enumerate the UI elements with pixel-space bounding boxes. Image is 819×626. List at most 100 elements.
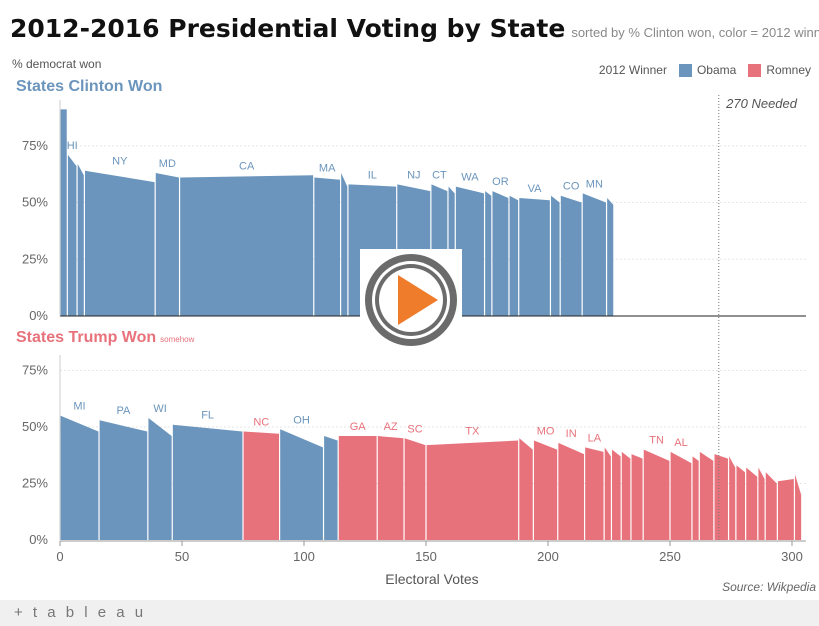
- state-label: MD: [159, 158, 176, 170]
- state-label: MO: [537, 426, 555, 438]
- tableau-logo[interactable]: + t a b l e a u: [14, 604, 147, 621]
- state-label: CT: [432, 169, 447, 181]
- state-area-mo[interactable]: [533, 440, 558, 540]
- state-area[interactable]: [758, 467, 765, 540]
- state-area-oh[interactable]: [280, 429, 323, 540]
- state-area[interactable]: [699, 451, 714, 540]
- y-tick-label: 75%: [22, 363, 48, 378]
- chart-subtitle: sorted by % Clinton won, color = 2012 wi…: [571, 25, 819, 40]
- state-area-fl[interactable]: [172, 424, 243, 540]
- state-area-la[interactable]: [585, 447, 604, 540]
- state-label: PA: [117, 405, 132, 417]
- state-area[interactable]: [341, 172, 348, 316]
- x-tick-label: 200: [537, 549, 559, 564]
- legend-title: 2012 Winner: [598, 63, 667, 77]
- chart-title-block: 2012-2016 Presidential Voting by State so…: [10, 14, 819, 43]
- y-tick-label: 0%: [29, 308, 48, 323]
- state-label: GA: [350, 421, 367, 433]
- legend-item-romney[interactable]: Romney: [766, 63, 811, 77]
- state-area-md[interactable]: [155, 172, 179, 316]
- state-area-mn[interactable]: [582, 193, 606, 316]
- state-label: FL: [201, 410, 214, 422]
- state-area-sc[interactable]: [404, 438, 426, 540]
- state-area[interactable]: [485, 191, 492, 316]
- state-area-hi[interactable]: [67, 154, 77, 316]
- state-label: AL: [674, 437, 687, 449]
- video-play-button[interactable]: [360, 249, 462, 351]
- state-label: LA: [588, 432, 602, 444]
- state-area-nc[interactable]: [243, 431, 279, 540]
- panel-note-somehow: somehow: [160, 335, 194, 344]
- state-area-co[interactable]: [560, 195, 582, 316]
- state-area[interactable]: [324, 436, 338, 540]
- y-tick-label: 75%: [22, 138, 48, 153]
- state-area-ma[interactable]: [314, 177, 340, 316]
- state-area[interactable]: [631, 454, 643, 540]
- state-area-ny[interactable]: [85, 170, 155, 316]
- state-label: IN: [566, 428, 577, 440]
- footer-bar: + t a b l e a u: [0, 600, 819, 626]
- state-label: IL: [368, 169, 377, 181]
- legend-swatch-romney: [748, 63, 762, 77]
- panel-title-clinton: States Clinton Won: [16, 78, 162, 95]
- state-area[interactable]: [77, 163, 84, 316]
- state-area[interactable]: [509, 195, 519, 316]
- state-area[interactable]: [621, 451, 631, 540]
- state-area[interactable]: [736, 465, 746, 540]
- x-axis-title: Electoral Votes: [385, 571, 478, 587]
- state-area-wa[interactable]: [455, 186, 484, 316]
- state-label: NJ: [407, 169, 420, 181]
- state-area[interactable]: [604, 447, 611, 540]
- state-label: MI: [73, 401, 85, 413]
- y-tick-label: 50%: [22, 195, 48, 210]
- state-label: HI: [67, 140, 78, 152]
- state-area[interactable]: [551, 195, 560, 316]
- source-note: Source: Wikpedia: [722, 580, 816, 594]
- panel-title-trump-text: States Trump Won: [16, 329, 156, 346]
- state-label: OR: [492, 176, 509, 188]
- state-labels: HI NY MD CA MA IL NJ CT WA OR VA CO MN MI PA WI FL NC OH GA…: [67, 140, 688, 449]
- state-area[interactable]: [519, 438, 533, 540]
- state-area[interactable]: [60, 109, 67, 317]
- state-label: TN: [649, 435, 664, 447]
- state-area-or[interactable]: [492, 191, 509, 316]
- state-area[interactable]: [765, 472, 777, 540]
- legend-item-obama[interactable]: Obama: [696, 63, 737, 77]
- state-area-pa[interactable]: [99, 420, 148, 540]
- state-area[interactable]: [777, 478, 794, 540]
- state-area[interactable]: [612, 449, 621, 540]
- state-label: NC: [253, 417, 269, 429]
- state-area-wi[interactable]: [148, 417, 172, 540]
- state-area-al[interactable]: [670, 451, 692, 540]
- state-area-tn[interactable]: [643, 449, 670, 540]
- reference-line-label: 270 Needed: [725, 96, 798, 111]
- state-area-va[interactable]: [519, 197, 550, 316]
- state-label: SC: [407, 423, 422, 435]
- legend: 2012 Winner Obama Romney: [599, 63, 811, 77]
- state-label: OH: [293, 414, 310, 426]
- x-tick-label: 250: [659, 549, 681, 564]
- x-tick-label: 150: [415, 549, 437, 564]
- state-area-ca[interactable]: [180, 175, 314, 316]
- y-tick-label: 0%: [29, 532, 48, 547]
- x-tick-label: 100: [293, 549, 315, 564]
- state-label: WI: [153, 403, 166, 415]
- state-area[interactable]: [607, 197, 614, 316]
- y-axis-label: % democrat won: [12, 57, 102, 71]
- x-tick-label: 50: [175, 549, 189, 564]
- state-area-az[interactable]: [377, 436, 404, 540]
- x-tick-label: 0: [56, 549, 63, 564]
- state-label: CO: [563, 181, 580, 193]
- state-area[interactable]: [714, 454, 728, 540]
- play-icon: [365, 254, 457, 346]
- panel-title-trump: States Trump Won somehow: [16, 329, 195, 346]
- state-area-in[interactable]: [558, 442, 584, 540]
- state-area-mi[interactable]: [60, 415, 99, 540]
- state-area[interactable]: [795, 474, 802, 540]
- state-area[interactable]: [692, 456, 699, 540]
- state-label: TX: [465, 426, 480, 438]
- state-area-ga[interactable]: [338, 436, 377, 540]
- state-area[interactable]: [746, 467, 758, 540]
- state-area[interactable]: [729, 456, 736, 540]
- state-area-tx[interactable]: [426, 440, 519, 540]
